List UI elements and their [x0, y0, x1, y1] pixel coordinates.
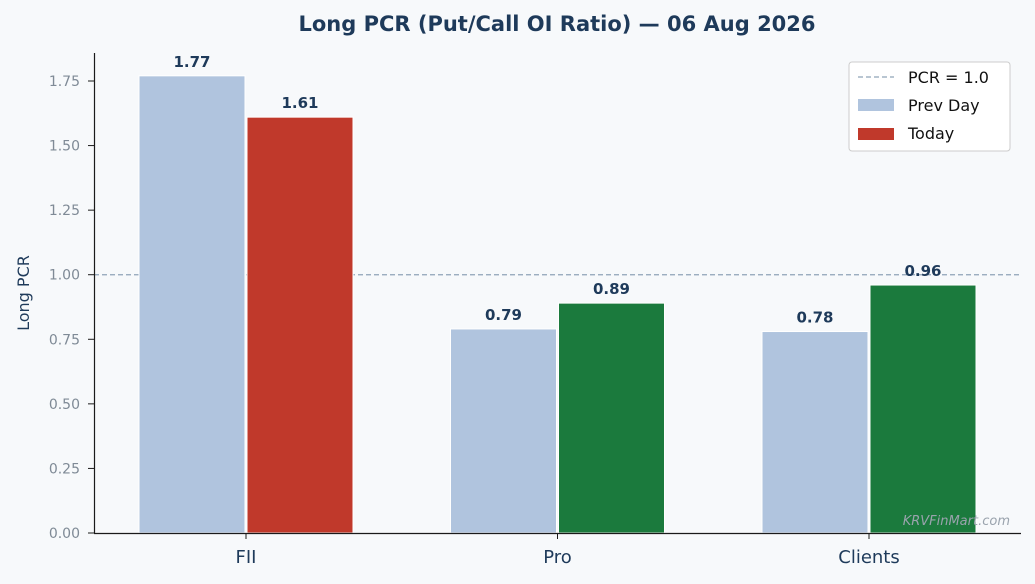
value-label: 0.78 [796, 309, 833, 327]
bar-prev-day-pro [450, 328, 557, 534]
chart-title: Long PCR (Put/Call OI Ratio) — 06 Aug 20… [298, 12, 815, 36]
y-tick-label: 1.50 [49, 139, 80, 155]
bar-today-clients [869, 284, 977, 534]
y-tick-label: 0.00 [49, 526, 80, 542]
value-label: 1.77 [173, 53, 210, 71]
legend-label-prev-day: Prev Day [908, 96, 980, 115]
y-tick-label: 1.25 [49, 203, 80, 219]
value-label: 0.96 [904, 262, 941, 280]
y-axis-label: Long PCR [14, 255, 33, 331]
y-axis-ticks: 0.00 0.25 0.50 0.75 1.00 1.25 1.50 1.75 [49, 74, 94, 542]
bar-prev-day-clients [761, 331, 869, 534]
watermark: KRVFinMart.com [903, 514, 1010, 529]
x-tick-label: Pro [543, 547, 572, 568]
value-label: 1.61 [281, 94, 318, 112]
legend-label-pcr: PCR = 1.0 [908, 68, 989, 87]
bar-prev-day-fii [138, 75, 246, 534]
legend: PCR = 1.0 Prev Day Today [848, 61, 1011, 152]
value-labels: 1.77 0.79 0.78 1.61 0.89 0.96 [173, 53, 941, 327]
legend-swatch-today [858, 128, 894, 140]
y-tick-label: 1.75 [49, 74, 80, 90]
legend-swatch-prev-day [858, 99, 894, 111]
x-tick-label: FII [236, 547, 257, 568]
x-tick-label: Clients [838, 547, 900, 568]
legend-label-today: Today [907, 124, 954, 143]
y-tick-label: 1.00 [49, 268, 80, 284]
x-axis-ticks: FII Pro Clients [236, 533, 900, 568]
bars [138, 75, 977, 534]
bar-today-fii [246, 116, 354, 534]
value-label: 0.89 [593, 280, 630, 298]
bar-today-pro [558, 302, 665, 534]
y-tick-label: 0.25 [49, 461, 80, 477]
y-tick-label: 0.50 [49, 397, 80, 413]
value-label: 0.79 [485, 306, 522, 324]
y-tick-label: 0.75 [49, 332, 80, 348]
